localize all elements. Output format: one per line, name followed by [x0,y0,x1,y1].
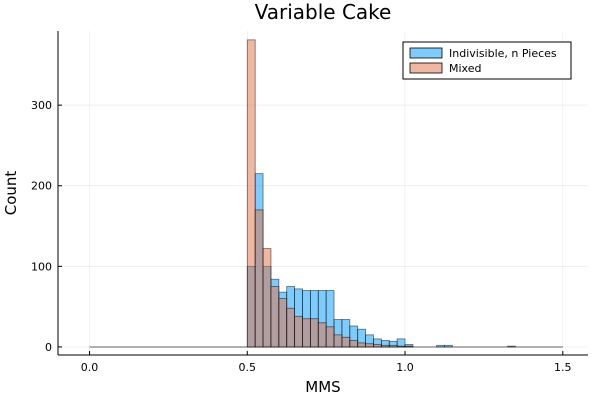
legend-swatch-indivisible [409,47,443,59]
bar-mixed [388,344,398,348]
bar-mixed [317,322,327,348]
bar-mixed [325,326,335,348]
bar-mixed [373,344,382,348]
y-tick-label: 300 [31,99,52,112]
bar-indivisible [507,345,516,348]
x-tick-label: 0.5 [239,361,257,374]
legend: Indivisible, n Pieces Mixed [402,41,572,80]
y-axis-title: Count [2,171,20,216]
bar-mixed [302,318,311,348]
bar-indivisible [444,344,453,348]
bar-mixed [309,318,319,348]
chart-title: Variable Cake [255,0,392,24]
x-axis-title: MMS [305,378,340,396]
bar-mixed [341,336,351,348]
bar-indivisible [436,344,445,348]
bar-mixed [365,343,374,348]
bars-layer [89,39,563,348]
x-tick-label: 1.5 [554,361,572,374]
bar-mixed [270,286,280,348]
legend-label-mixed: Mixed [449,62,481,75]
y-tick-label: 200 [31,180,52,193]
bar-mixed [349,340,359,348]
x-tick-label: 0.0 [81,361,99,374]
bar-mixed [404,345,414,348]
bar-mixed [333,334,343,348]
axes-layer [57,31,588,356]
legend-swatch-mixed [409,62,443,74]
bar-mixed [262,248,272,348]
y-tick-label: 0 [45,341,52,354]
bar-mixed [357,342,366,348]
ticks-layer: 0.0 0.5 1.0 1.5 0 100 200 300 [31,99,572,374]
bar-mixed [294,315,303,348]
bar-mixed [246,39,256,348]
x-tick-label: 1.0 [396,361,414,374]
bar-mixed [278,298,288,348]
y-tick-label: 100 [31,260,52,273]
bar-mixed [254,209,264,348]
legend-label-indivisible: Indivisible, n Pieces [449,47,557,60]
bar-mixed [396,345,406,348]
bar-indivisible [396,338,406,348]
bar-mixed [286,307,296,348]
bar-mixed [380,344,390,348]
